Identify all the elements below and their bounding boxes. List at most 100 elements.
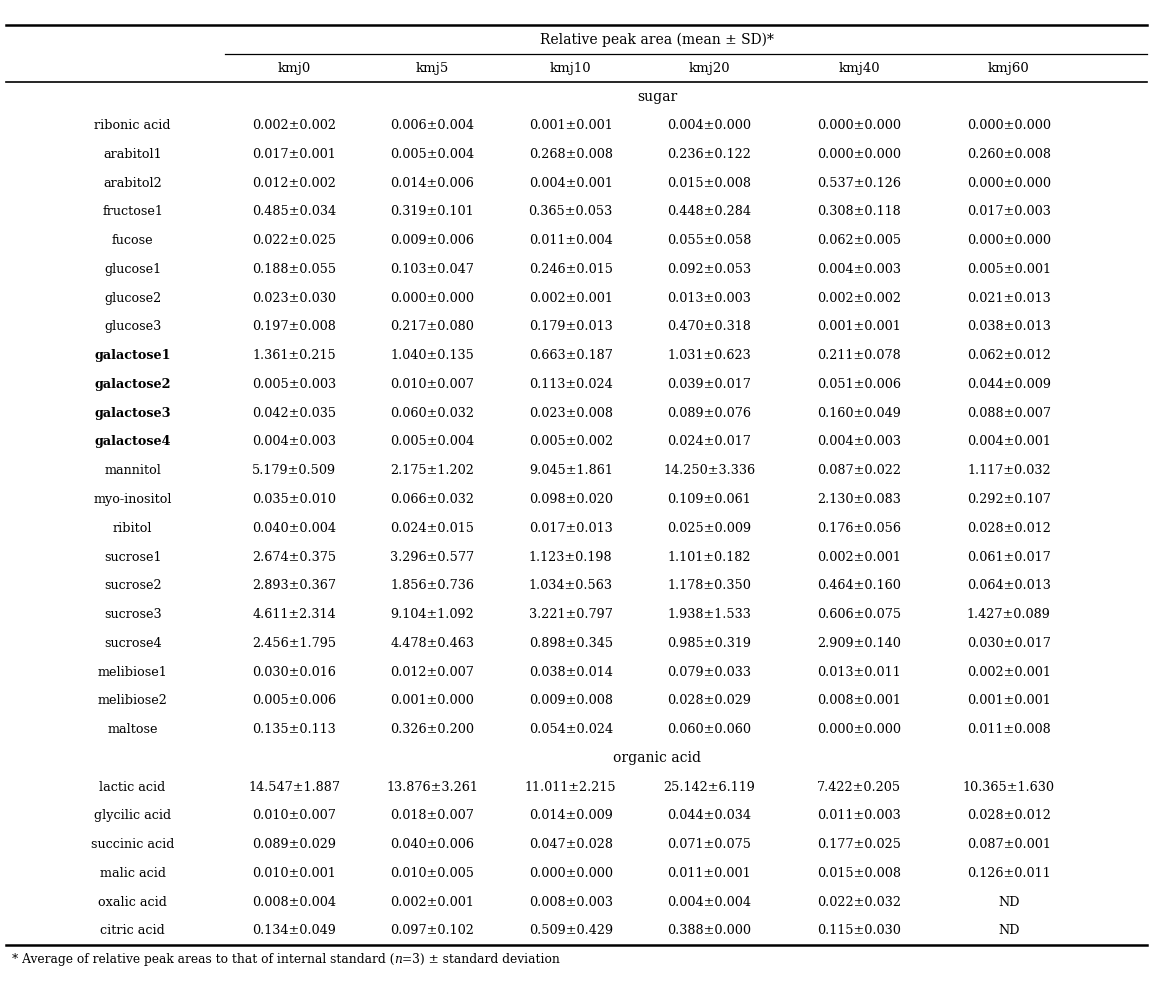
Text: 1.101±0.182: 1.101±0.182	[668, 550, 751, 563]
Text: 0.005±0.004: 0.005±0.004	[391, 436, 474, 449]
Text: 0.113±0.024: 0.113±0.024	[529, 378, 612, 391]
Text: 0.098±0.020: 0.098±0.020	[529, 493, 612, 506]
Text: arabitol2: arabitol2	[104, 177, 161, 190]
Text: 2.893±0.367: 2.893±0.367	[253, 579, 336, 592]
Text: 0.001±0.001: 0.001±0.001	[529, 119, 612, 132]
Text: 0.089±0.076: 0.089±0.076	[668, 407, 751, 420]
Text: 0.028±0.012: 0.028±0.012	[967, 521, 1050, 534]
Text: ribonic acid: ribonic acid	[95, 119, 171, 132]
Text: 0.010±0.007: 0.010±0.007	[391, 378, 474, 391]
Text: 0.011±0.001: 0.011±0.001	[668, 867, 751, 880]
Text: 11.011±2.215: 11.011±2.215	[525, 780, 617, 793]
Text: 0.326±0.200: 0.326±0.200	[391, 723, 474, 736]
Text: * Average of relative peak areas to that of internal standard (: * Average of relative peak areas to that…	[12, 953, 394, 966]
Text: 0.000±0.000: 0.000±0.000	[391, 292, 474, 305]
Text: galactose3: galactose3	[95, 407, 171, 420]
Text: 0.188±0.055: 0.188±0.055	[253, 263, 336, 276]
Text: kmj10: kmj10	[550, 62, 591, 75]
Text: 0.011±0.004: 0.011±0.004	[529, 234, 612, 247]
Text: 0.005±0.003: 0.005±0.003	[253, 378, 336, 391]
Text: 0.365±0.053: 0.365±0.053	[528, 206, 613, 219]
Text: 0.044±0.009: 0.044±0.009	[967, 378, 1050, 391]
Text: 0.062±0.005: 0.062±0.005	[817, 234, 900, 247]
Text: 1.040±0.135: 1.040±0.135	[391, 350, 474, 363]
Text: ribitol: ribitol	[113, 521, 152, 534]
Text: 14.250±3.336: 14.250±3.336	[663, 465, 755, 478]
Text: 0.160±0.049: 0.160±0.049	[817, 407, 900, 420]
Text: 2.130±0.083: 2.130±0.083	[817, 493, 900, 506]
Text: 0.002±0.002: 0.002±0.002	[253, 119, 336, 132]
Text: glucose2: glucose2	[104, 292, 161, 305]
Text: arabitol1: arabitol1	[104, 148, 161, 161]
Text: 13.876±3.261: 13.876±3.261	[386, 780, 478, 793]
Text: ND: ND	[998, 896, 1019, 909]
Text: glucose1: glucose1	[104, 263, 161, 276]
Text: 0.001±0.001: 0.001±0.001	[817, 321, 900, 334]
Text: sugar: sugar	[638, 90, 677, 104]
Text: sucrose1: sucrose1	[104, 550, 161, 563]
Text: sucrose4: sucrose4	[104, 636, 161, 649]
Text: 0.985±0.319: 0.985±0.319	[668, 636, 751, 649]
Text: 0.030±0.016: 0.030±0.016	[253, 665, 336, 678]
Text: 1.178±0.350: 1.178±0.350	[668, 579, 751, 592]
Text: 0.464±0.160: 0.464±0.160	[817, 579, 900, 592]
Text: 0.044±0.034: 0.044±0.034	[668, 809, 751, 822]
Text: 0.010±0.007: 0.010±0.007	[253, 809, 336, 822]
Text: fructose1: fructose1	[103, 206, 163, 219]
Text: 1.031±0.623: 1.031±0.623	[668, 350, 751, 363]
Text: 0.001±0.001: 0.001±0.001	[967, 694, 1050, 707]
Text: 0.109±0.061: 0.109±0.061	[668, 493, 751, 506]
Text: 0.028±0.012: 0.028±0.012	[967, 809, 1050, 822]
Text: n: n	[394, 953, 402, 966]
Text: 0.010±0.005: 0.010±0.005	[391, 867, 474, 880]
Text: 14.547±1.887: 14.547±1.887	[248, 780, 340, 793]
Text: succinic acid: succinic acid	[91, 838, 174, 851]
Text: 0.011±0.003: 0.011±0.003	[817, 809, 900, 822]
Text: malic acid: malic acid	[99, 867, 166, 880]
Text: 0.040±0.006: 0.040±0.006	[391, 838, 474, 851]
Text: kmj20: kmj20	[688, 62, 730, 75]
Text: 4.478±0.463: 4.478±0.463	[391, 636, 474, 649]
Text: 0.126±0.011: 0.126±0.011	[967, 867, 1050, 880]
Text: 0.000±0.000: 0.000±0.000	[817, 723, 900, 736]
Text: organic acid: organic acid	[613, 751, 701, 765]
Text: =3) ± standard deviation: =3) ± standard deviation	[402, 953, 559, 966]
Text: 0.004±0.001: 0.004±0.001	[529, 177, 612, 190]
Text: 0.176±0.056: 0.176±0.056	[817, 521, 900, 534]
Text: 0.537±0.126: 0.537±0.126	[817, 177, 900, 190]
Text: 0.014±0.009: 0.014±0.009	[529, 809, 612, 822]
Text: 0.047±0.028: 0.047±0.028	[529, 838, 612, 851]
Text: 25.142±6.119: 25.142±6.119	[663, 780, 755, 793]
Text: sucrose3: sucrose3	[104, 608, 161, 621]
Text: 0.009±0.006: 0.009±0.006	[391, 234, 474, 247]
Text: 0.005±0.004: 0.005±0.004	[391, 148, 474, 161]
Text: 0.092±0.053: 0.092±0.053	[668, 263, 751, 276]
Text: 0.055±0.058: 0.055±0.058	[666, 234, 752, 247]
Text: 0.017±0.001: 0.017±0.001	[253, 148, 336, 161]
Text: 0.038±0.013: 0.038±0.013	[967, 321, 1050, 334]
Text: 2.674±0.375: 2.674±0.375	[253, 550, 336, 563]
Text: 1.856±0.736: 1.856±0.736	[391, 579, 474, 592]
Text: 0.042±0.035: 0.042±0.035	[253, 407, 336, 420]
Text: 0.038±0.014: 0.038±0.014	[529, 665, 612, 678]
Text: maltose: maltose	[107, 723, 158, 736]
Text: galactose4: galactose4	[95, 436, 171, 449]
Text: 0.005±0.002: 0.005±0.002	[529, 436, 612, 449]
Text: 0.010±0.001: 0.010±0.001	[253, 867, 336, 880]
Text: 0.177±0.025: 0.177±0.025	[817, 838, 900, 851]
Text: 0.388±0.000: 0.388±0.000	[668, 924, 751, 937]
Text: 0.017±0.013: 0.017±0.013	[529, 521, 612, 534]
Text: 2.456±1.795: 2.456±1.795	[253, 636, 336, 649]
Text: 9.045±1.861: 9.045±1.861	[529, 465, 612, 478]
Text: kmj5: kmj5	[416, 62, 449, 75]
Text: 0.089±0.029: 0.089±0.029	[253, 838, 336, 851]
Text: 0.246±0.015: 0.246±0.015	[529, 263, 612, 276]
Text: 0.015±0.008: 0.015±0.008	[668, 177, 751, 190]
Text: 0.103±0.047: 0.103±0.047	[391, 263, 474, 276]
Text: 0.004±0.001: 0.004±0.001	[967, 436, 1050, 449]
Text: 0.066±0.032: 0.066±0.032	[391, 493, 474, 506]
Text: 4.611±2.314: 4.611±2.314	[253, 608, 336, 621]
Text: 7.422±0.205: 7.422±0.205	[817, 780, 900, 793]
Text: 0.017±0.003: 0.017±0.003	[967, 206, 1050, 219]
Text: oxalic acid: oxalic acid	[98, 896, 167, 909]
